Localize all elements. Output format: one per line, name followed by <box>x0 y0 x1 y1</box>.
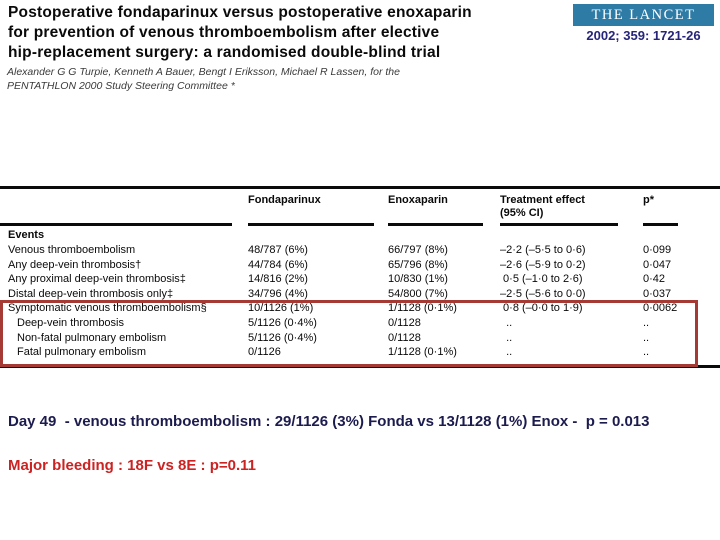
table-row: Any deep-vein thrombosis† 44/784 (6%) 65… <box>0 258 720 273</box>
event-label: Venous thromboembolism <box>8 244 136 256</box>
p-value: 0·0062 <box>643 302 678 315</box>
table-top-rule <box>0 186 720 189</box>
p-value: .. <box>643 346 650 359</box>
column-header-treatment-effect: Treatment effect (95% CI) <box>500 194 585 220</box>
header-rule-events <box>0 223 232 226</box>
header-rule-fondaparinux <box>248 223 374 226</box>
enoxaparin-value: 54/800 (7%) <box>388 287 448 300</box>
article-authors-line1: Alexander G G Turpie, Kenneth A Bauer, B… <box>7 66 400 78</box>
treatment-effect-value: .. <box>500 346 513 359</box>
treatment-effect-value: –2·5 (–5·6 to 0·0) <box>500 287 586 300</box>
column-header-p-value: p* <box>643 194 654 206</box>
event-label: Fatal pulmonary embolism <box>17 346 146 359</box>
enoxaparin-value: 0/1128 <box>388 331 421 344</box>
enoxaparin-value: 66/797 (8%) <box>388 244 448 256</box>
event-label: Any proximal deep-vein thrombosis‡ <box>8 273 186 286</box>
column-header-treatment-effect-line2: (95% CI) <box>500 207 544 219</box>
article-authors: Alexander G G Turpie, Kenneth A Bauer, B… <box>7 66 400 93</box>
treatment-effect-value: .. <box>500 331 513 344</box>
treatment-effect-value: –2·6 (–5·9 to 0·2) <box>500 258 586 271</box>
lancet-logo: THE LANCET <box>573 4 714 26</box>
header-rule-effect <box>500 223 618 226</box>
table-row: Distal deep-vein thrombosis only‡ 34/796… <box>0 287 720 302</box>
table-row: Any proximal deep-vein thrombosis‡ 14/81… <box>0 272 720 287</box>
table-row: Venous thromboembolism 48/787 (6%) 66/79… <box>0 243 720 258</box>
treatment-effect-value: 0·8 (–0·0 to 1·9) <box>500 302 583 315</box>
fondaparinux-value: 0/1126 <box>248 346 281 359</box>
treatment-effect-value: 0·5 (–1·0 to 2·6) <box>500 273 583 286</box>
highlight-box <box>0 300 698 367</box>
fondaparinux-value: 14/816 (2%) <box>248 273 308 286</box>
table-row-highlighted: Non-fatal pulmonary embolism 5/1126 (0·4… <box>0 331 720 346</box>
fondaparinux-value: 10/1126 (1%) <box>248 302 314 315</box>
event-label: Non-fatal pulmonary embolism <box>17 331 167 344</box>
annotation-major-bleeding: Major bleeding : 18F vs 8E : p=0.11 <box>8 457 257 474</box>
treatment-effect-value: –2·2 (–5·5 to 0·6) <box>500 244 586 256</box>
fondaparinux-value: 44/784 (6%) <box>248 258 308 271</box>
table-row-highlighted: Fatal pulmonary embolism 0/1126 1/1128 (… <box>0 345 720 360</box>
enoxaparin-value: 10/830 (1%) <box>388 273 448 286</box>
header-rule-p <box>643 223 678 226</box>
p-value: 0·42 <box>643 273 666 286</box>
event-label: Any deep-vein thrombosis† <box>8 258 142 271</box>
fondaparinux-value: 5/1126 (0·4%) <box>248 331 317 344</box>
article-authors-line2: PENTATHLON 2000 Study Steering Committee… <box>7 79 235 92</box>
event-label: Distal deep-vein thrombosis only‡ <box>8 287 174 300</box>
article-title-line1: Postoperative fondaparinux versus postop… <box>8 4 472 21</box>
p-value: .. <box>643 331 650 344</box>
p-value: 0·047 <box>643 258 672 271</box>
table-row-highlighted: Deep-vein thrombosis 5/1126 (0·4%) 0/112… <box>0 316 720 331</box>
journal-citation: 2002; 359: 1721-26 <box>586 28 701 43</box>
p-value: .. <box>643 316 650 329</box>
article-title-line3: hip-replacement surgery: a randomised do… <box>8 44 441 61</box>
table-body: Venous thromboembolism 48/787 (6%) 66/79… <box>0 243 720 360</box>
table-row-highlighted: Symptomatic venous thromboembolism§ 10/1… <box>0 301 720 316</box>
event-label: Deep-vein thrombosis <box>17 316 124 329</box>
enoxaparin-value: 1/1128 (0·1%) <box>388 302 457 315</box>
column-header-fondaparinux: Fondaparinux <box>248 194 321 206</box>
column-header-treatment-effect-line1: Treatment effect <box>500 194 585 206</box>
fondaparinux-value: 5/1126 (0·4%) <box>248 316 317 329</box>
event-label: Symptomatic venous thromboembolism§ <box>8 302 207 315</box>
header-rule-enoxaparin <box>388 223 483 226</box>
p-value: 0·037 <box>643 287 672 300</box>
enoxaparin-value: 65/796 (8%) <box>388 258 448 271</box>
enoxaparin-value: 0/1128 <box>388 316 421 329</box>
table-section-events: Events <box>8 229 45 241</box>
fondaparinux-value: 48/787 (6%) <box>248 244 308 256</box>
p-value: 0·099 <box>643 244 672 256</box>
column-header-enoxaparin: Enoxaparin <box>388 194 448 206</box>
treatment-effect-value: .. <box>500 316 513 329</box>
article-title-line2: for prevention of venous thromboembolism… <box>8 24 440 41</box>
annotation-day49-result: Day 49 - venous thromboembolism : 29/112… <box>8 413 650 430</box>
article-title: Postoperative fondaparinux versus postop… <box>8 3 472 63</box>
fondaparinux-value: 34/796 (4%) <box>248 287 308 300</box>
enoxaparin-value: 1/1128 (0·1%) <box>388 346 457 359</box>
